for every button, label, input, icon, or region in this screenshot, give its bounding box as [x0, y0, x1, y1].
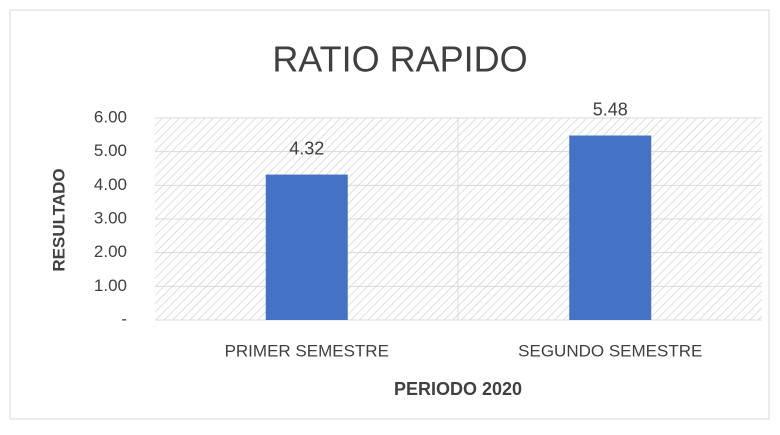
x-axis-title: PERIODO 2020 [394, 379, 522, 399]
bar [265, 174, 348, 320]
bar [569, 135, 652, 320]
y-tick-label: 1.00 [94, 276, 127, 295]
data-label: 4.32 [289, 138, 324, 158]
y-tick-label: 4.00 [94, 175, 127, 194]
y-tick-label: 5.00 [94, 141, 127, 160]
y-tick-label: - [121, 309, 127, 328]
y-tick-label: 3.00 [94, 208, 127, 227]
data-label: 5.48 [593, 99, 628, 119]
chart-title: RATIO RAPIDO [272, 39, 527, 80]
x-tick-label: SEGUNDO SEMESTRE [518, 341, 702, 360]
y-tick-label: 6.00 [94, 107, 127, 126]
y-axis-title: RESULTADO [49, 168, 68, 271]
x-tick-label: PRIMER SEMESTRE [225, 341, 389, 360]
y-tick-label: 2.00 [94, 242, 127, 261]
